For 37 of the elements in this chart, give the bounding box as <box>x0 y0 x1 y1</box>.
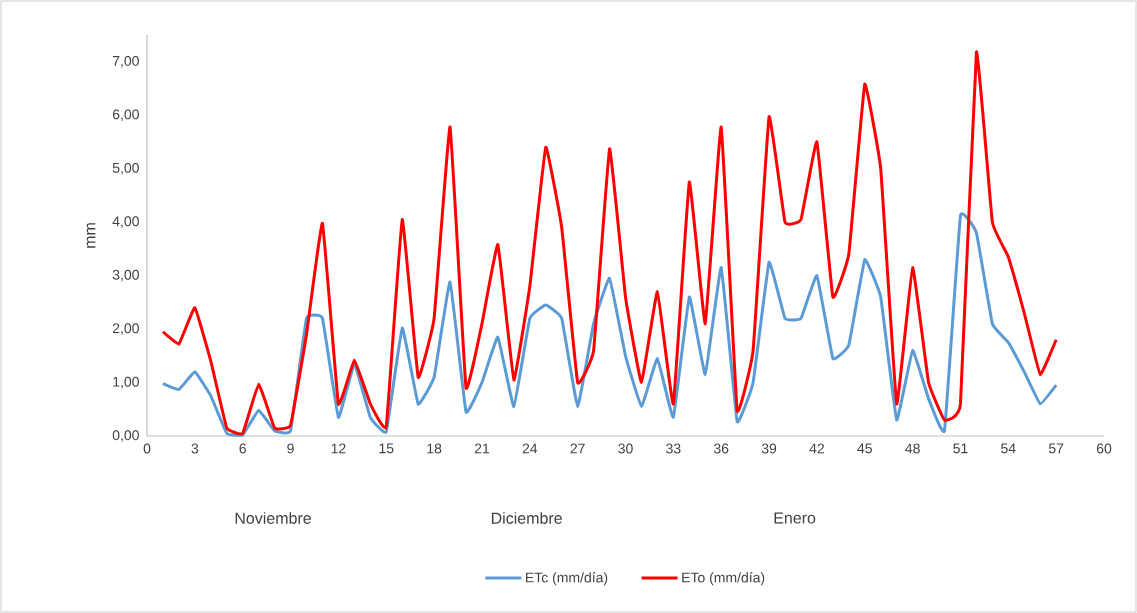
x-tick-label: 3 <box>191 443 199 454</box>
y-tick-label: 6,00 <box>112 109 139 121</box>
y-tick-label: 7,00 <box>112 55 139 68</box>
line-series <box>161 214 1058 437</box>
y-tick-label: 2,00 <box>112 323 139 335</box>
x-tick-label: 60 <box>1096 443 1112 454</box>
x-tick-label: 12 <box>331 443 346 454</box>
x-tick-label: 33 <box>666 443 681 454</box>
x-tick-label: 6 <box>239 443 246 454</box>
y-tick-label: 4,00 <box>112 216 139 228</box>
x-tick-label: 21 <box>474 443 490 454</box>
x-tick-label: 15 <box>379 443 394 454</box>
x-tick-label: 42 <box>809 443 824 454</box>
legend-label: ETo (mm/día) <box>682 572 765 586</box>
y-tick-label: 0,00 <box>112 430 139 442</box>
x-tick-label: 54 <box>1001 443 1016 454</box>
x-tick-label: 57 <box>1048 443 1064 454</box>
x-tick-label: 51 <box>953 443 968 454</box>
x-tick-label: 48 <box>905 443 920 454</box>
legend-label: ETc (mm/día) <box>526 572 608 586</box>
x-tick-label: 30 <box>618 443 633 454</box>
x-tick-label: 9 <box>287 443 294 454</box>
y-tick-label: 5,00 <box>112 162 139 175</box>
text: Enero <box>774 512 816 524</box>
line-series <box>161 50 1058 435</box>
x-tick-label: 18 <box>427 443 442 454</box>
x-tick-label: 27 <box>570 443 585 454</box>
y-axis-title: mm <box>86 223 96 248</box>
x-tick-label: 39 <box>761 443 777 454</box>
y-tick-label: 1,00 <box>113 376 139 389</box>
x-tick-label: 45 <box>857 443 872 454</box>
y-tick-label: 3,00 <box>112 269 139 282</box>
text: Noviembre <box>235 512 311 524</box>
x-tick-label: 24 <box>522 443 538 454</box>
x-tick-label: 36 <box>713 443 729 454</box>
x-tick-label: 0 <box>143 443 151 454</box>
text: Diciembre <box>491 512 562 524</box>
